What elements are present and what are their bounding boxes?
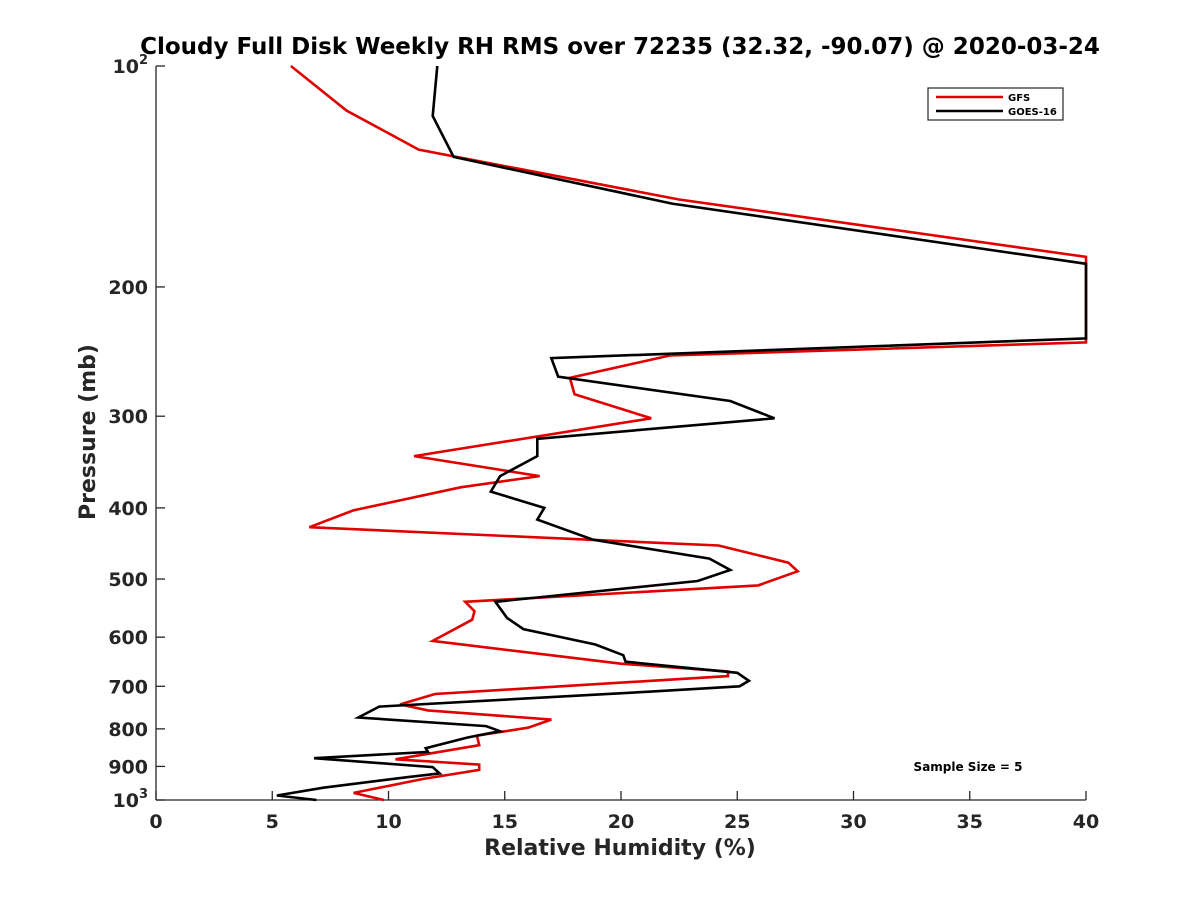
legend-label: GOES-16 xyxy=(1008,107,1057,118)
series-line-gfs xyxy=(290,64,1088,802)
y-tick-label: 600 xyxy=(108,627,148,649)
y-tick-label: 500 xyxy=(108,569,148,591)
y-tick-label: 300 xyxy=(108,406,148,428)
y-tick-label: 200 xyxy=(108,277,148,299)
series-layer xyxy=(276,64,1088,802)
y-tick-label: 102 xyxy=(113,53,149,78)
x-tick-label: 25 xyxy=(724,811,750,833)
legend: GFS GOES-16 xyxy=(927,87,1064,121)
y-tick-label: 700 xyxy=(108,676,148,698)
sample-size-annotation: Sample Size = 5 xyxy=(914,760,1023,774)
y-tick-label: 900 xyxy=(108,756,148,778)
x-tick-label: 0 xyxy=(149,811,162,833)
x-tick-label: 30 xyxy=(840,811,866,833)
x-tick-label: 35 xyxy=(957,811,983,833)
y-tick-base: 10 xyxy=(113,790,139,812)
x-axis-ticks: 0 5 10 15 20 25 30 35 40 xyxy=(149,791,1099,833)
y-axis-label: Pressure (mb) xyxy=(76,344,101,520)
chart-title: Cloudy Full Disk Weekly RH RMS over 7223… xyxy=(140,34,1100,60)
legend-box xyxy=(927,87,1064,121)
x-tick-label: 20 xyxy=(608,811,634,833)
x-tick-label: 15 xyxy=(492,811,518,833)
plot-area xyxy=(155,66,1086,801)
series-line-goes-16 xyxy=(276,65,1088,802)
y-tick-exponent: 2 xyxy=(139,53,148,68)
y-tick-label: 400 xyxy=(108,498,148,520)
legend-label: GFS xyxy=(1008,93,1030,104)
y-tick-exponent: 3 xyxy=(139,787,148,802)
x-tick-label: 40 xyxy=(1073,811,1099,833)
y-tick-label: 800 xyxy=(108,719,148,741)
x-axis-label: Relative Humidity (%) xyxy=(484,836,756,861)
y-tick-base: 10 xyxy=(113,56,139,78)
x-tick-label: 10 xyxy=(375,811,401,833)
x-tick-label: 5 xyxy=(266,811,279,833)
y-tick-label: 103 xyxy=(113,787,149,812)
